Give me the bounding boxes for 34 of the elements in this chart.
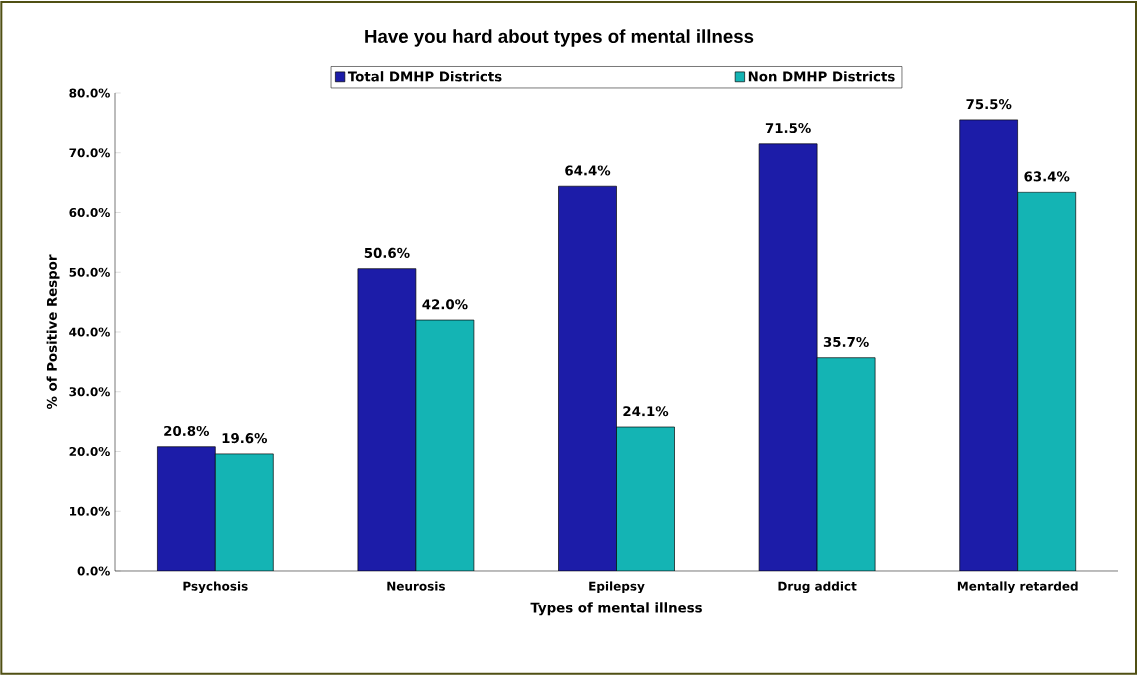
bar	[616, 427, 675, 571]
x-tick-label: Neurosis	[387, 581, 445, 591]
bar	[415, 320, 474, 571]
bar	[1017, 191, 1077, 571]
bar	[215, 453, 274, 571]
data-label: 19.6%	[222, 433, 268, 444]
y-tick-label: 60.0%	[69, 207, 110, 218]
y-tick-label: 40.0%	[69, 327, 110, 337]
x-axis-title: Types of mental illness	[530, 602, 702, 616]
y-tick-label: 80.0%	[69, 88, 110, 98]
y-tick-label: 0.0%	[77, 566, 110, 576]
y-tick-label: 20.0%	[69, 446, 110, 457]
y-tick-label: 50.0%	[69, 267, 110, 277]
data-label: 35.7%	[823, 336, 869, 347]
x-tick-label: Mentally retarded	[957, 581, 1078, 594]
legend-label: Non DMHP Districts	[748, 71, 895, 82]
y-tick-label: 70.0%	[69, 148, 110, 158]
data-label: 64.4%	[565, 165, 611, 176]
data-label: 71.5%	[765, 122, 811, 134]
data-label: 20.8%	[164, 425, 210, 437]
bar	[817, 357, 876, 571]
data-label: 42.0%	[422, 299, 468, 310]
data-label: 24.1%	[623, 406, 669, 417]
data-label: 63.4%	[1024, 171, 1070, 182]
x-tick-label: Psychosis	[183, 581, 248, 594]
x-tick-label: Drug addict	[778, 581, 857, 594]
y-axis-title: % of Positive Respor	[46, 254, 60, 410]
y-tick-label: 10.0%	[70, 506, 110, 516]
legend-label: Total DMHP Districts	[347, 71, 502, 82]
chart-title: Have you hard about types of mental illness	[365, 29, 754, 47]
y-tick-label: 30.0%	[69, 387, 110, 397]
x-tick-label: Epilepsy	[589, 581, 645, 594]
data-label: 75.5%	[966, 99, 1012, 110]
data-label: 50.6%	[364, 247, 410, 258]
